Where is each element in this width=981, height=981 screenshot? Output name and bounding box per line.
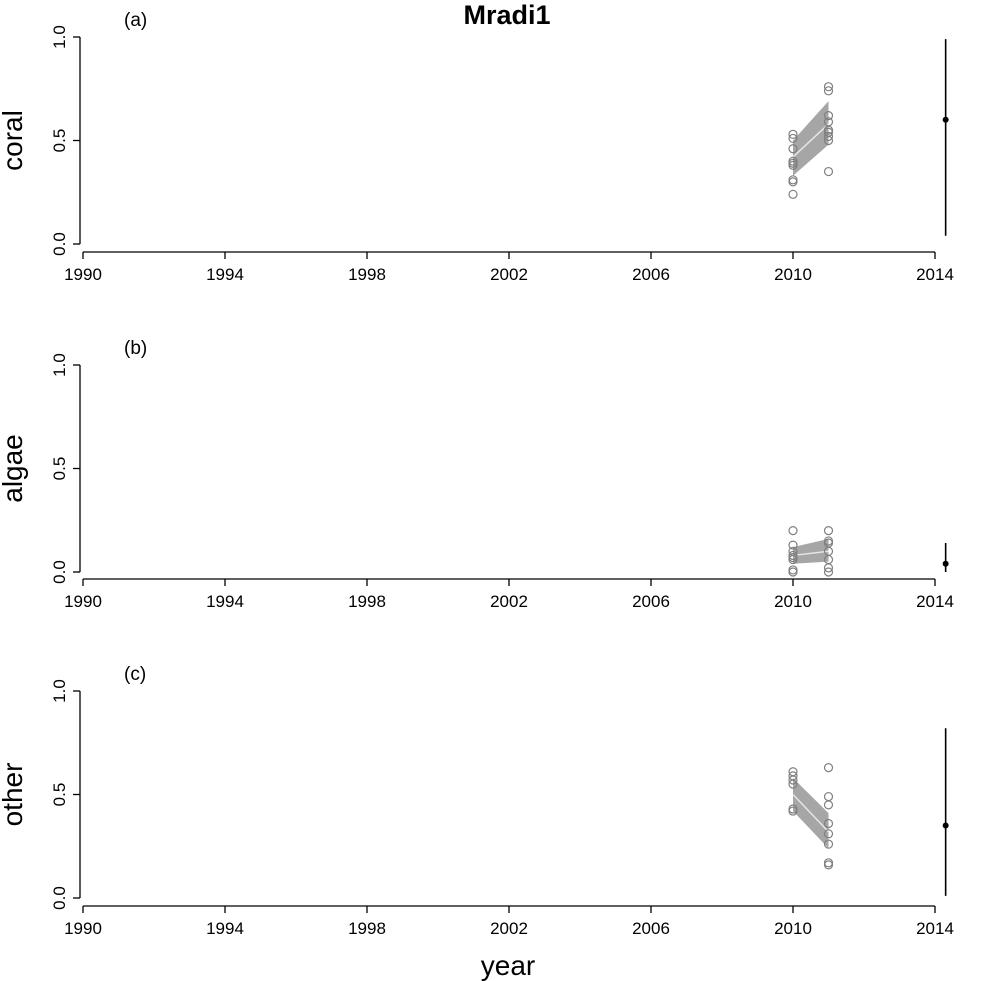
panel-2: (b) algae 0.0 0.5 1.0 1990 1994 1998 2002 2006 201… (0, 338, 954, 611)
y-tick-label: 1.0 (50, 25, 69, 49)
y-tick-label: 0.0 (50, 232, 69, 256)
x-tick-label: 1998 (348, 265, 386, 284)
y-tick-label: 0.5 (50, 129, 69, 153)
panel-label: (a) (124, 10, 147, 31)
trend-line (792, 550, 829, 557)
observed-point (823, 131, 834, 141)
x-tick-label: 2010 (774, 592, 812, 611)
panel-label: (c) (124, 664, 146, 685)
y-axis-label: coral (0, 110, 28, 171)
trend-line (792, 793, 830, 833)
x-tick-label: 1994 (206, 592, 244, 611)
x-tick-label: 2014 (916, 592, 954, 611)
credible-band (793, 101, 829, 176)
x-tick-label: 1990 (64, 592, 102, 611)
observed-point (823, 762, 834, 773)
x-tick-label: 2002 (490, 592, 528, 611)
prediction-point (942, 116, 949, 123)
x-tick-label: 2010 (774, 265, 812, 284)
observed-point (788, 554, 798, 565)
observed-point (823, 839, 834, 849)
x-tick-label: 2010 (774, 919, 812, 938)
observed-point (788, 806, 798, 816)
observed-point (788, 189, 798, 199)
x-tick-label: 2014 (916, 265, 954, 284)
x-tick-label: 1994 (206, 265, 244, 284)
y-tick-label: 0.0 (50, 886, 69, 910)
observed-point (788, 129, 798, 139)
y-axis-label: other (0, 763, 28, 827)
panel-3: (c) other 0.0 0.5 1.0 1990 1994 1998 2002 2006 201… (0, 664, 954, 938)
x-tick-label: 2006 (632, 265, 670, 284)
y-tick-label: 0.0 (50, 560, 69, 584)
observed-point (823, 166, 834, 177)
x-tick-label: 2002 (490, 265, 528, 284)
x-tick-label: 1990 (64, 919, 102, 938)
observed-point (788, 775, 798, 785)
x-tick-label: 1998 (348, 919, 386, 938)
x-tick-label: 2002 (490, 919, 528, 938)
observed-point (788, 779, 798, 789)
y-axis-label: algae (0, 434, 28, 503)
panel-1: (a) coral 0.0 0.5 1.0 1990 1994 1998 2002 2006 201… (0, 10, 954, 284)
observed-point (823, 111, 834, 121)
observed-point (823, 800, 834, 810)
observed-point (823, 525, 834, 536)
observed-point (823, 818, 834, 829)
observed-point (788, 144, 798, 154)
x-axis-label: year (481, 950, 535, 981)
observed-point (823, 82, 834, 92)
chart-title: Mradi1 (463, 0, 550, 30)
observed-point (788, 177, 798, 187)
observed-point (788, 540, 798, 550)
credible-band (793, 538, 829, 564)
y-tick-label: 0.5 (50, 457, 69, 481)
observed-point (823, 135, 834, 146)
y-tick-label: 1.0 (50, 679, 69, 703)
x-tick-label: 2014 (916, 919, 954, 938)
prediction-point (942, 822, 949, 829)
panel-label: (b) (124, 338, 147, 359)
prediction-point (942, 560, 949, 567)
observed-point (823, 86, 834, 96)
x-tick-label: 2006 (632, 919, 670, 938)
x-tick-label: 1998 (348, 592, 386, 611)
trend-line (792, 123, 830, 158)
panels: (a) coral 0.0 0.5 1.0 1990 1994 1998 2002 2006 201… (0, 10, 954, 938)
observed-point (788, 160, 798, 170)
y-tick-label: 0.5 (50, 783, 69, 807)
observed-point (788, 133, 798, 144)
observed-point (823, 791, 834, 802)
observed-point (823, 829, 834, 839)
y-tick-label: 1.0 (50, 353, 69, 377)
x-tick-label: 2006 (632, 592, 670, 611)
observed-point (823, 567, 834, 577)
x-tick-label: 1990 (64, 265, 102, 284)
x-tick-label: 1994 (206, 919, 244, 938)
observed-point (823, 860, 834, 870)
observed-point (788, 525, 798, 536)
observed-point (788, 567, 798, 577)
observed-point (823, 563, 834, 573)
